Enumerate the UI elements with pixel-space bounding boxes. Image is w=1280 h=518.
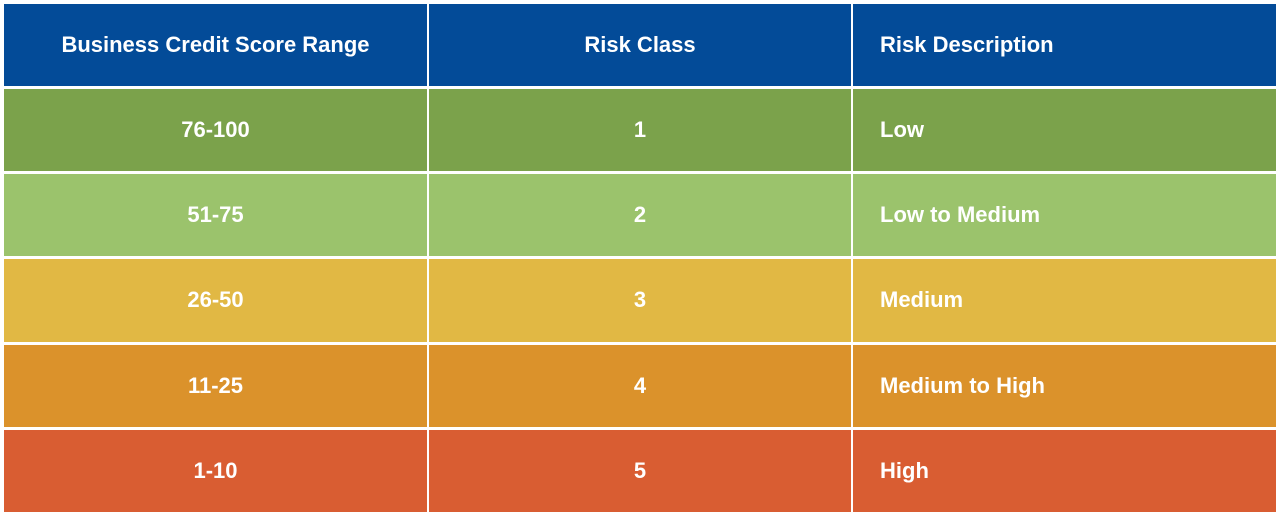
header-cell: Risk Description <box>853 4 1276 86</box>
table-cell: 26-50 <box>4 259 427 342</box>
table-cell: 1 <box>429 89 851 172</box>
table-cell: 4 <box>429 344 851 427</box>
header-cell: Business Credit Score Range <box>4 4 427 86</box>
table-cell: Low to Medium <box>853 174 1276 257</box>
table-cell: Medium to High <box>853 344 1276 427</box>
table-cell: 11-25 <box>4 344 427 427</box>
table-cell: 5 <box>429 429 851 512</box>
table-cell: 76-100 <box>4 89 427 172</box>
table-cell: 51-75 <box>4 174 427 257</box>
risk-table: Business Credit Score Range Risk Class Ris… <box>4 4 1276 512</box>
table-cell: 2 <box>429 174 851 257</box>
table-cell: High <box>853 429 1276 512</box>
table-cell: 1-10 <box>4 429 427 512</box>
header-cell: Risk Class <box>429 4 851 86</box>
table-cell: Medium <box>853 259 1276 342</box>
table-cell: Low <box>853 89 1276 172</box>
table-cell: 3 <box>429 259 851 342</box>
